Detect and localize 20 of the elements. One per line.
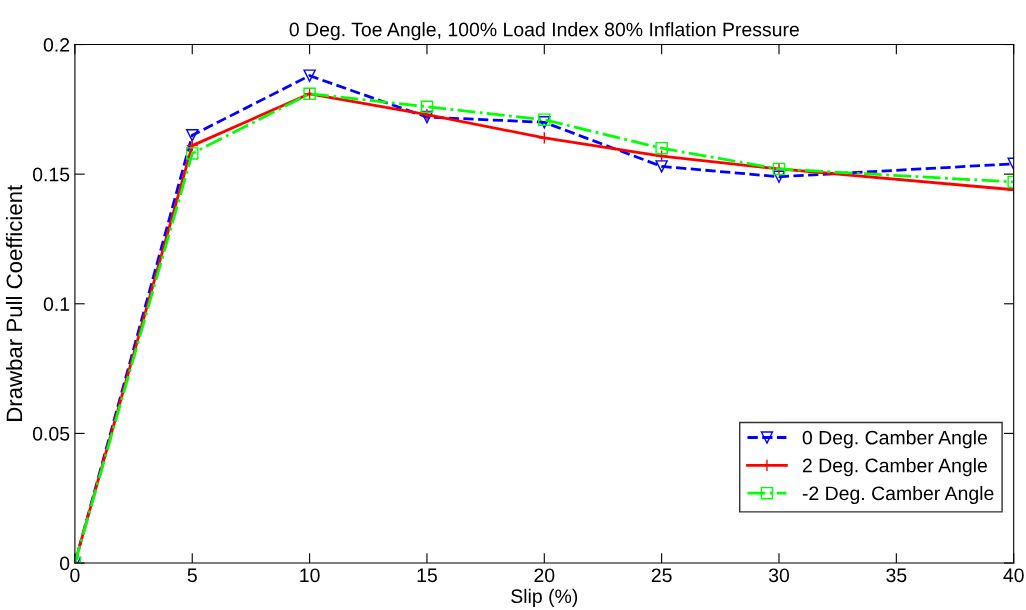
y-tick-label: 0.15 [32,167,70,182]
chart-title: 0 Deg. Toe Angle, 100% Load Index 80% Inflation Pressure [289,22,799,41]
y-tick-label: 0.2 [43,38,70,52]
x-tick-label: 30 [768,568,790,583]
x-tick-label: 20 [534,568,555,583]
x-tick-label: 5 [187,568,197,583]
x-tick-label: 15 [417,568,437,583]
x-tick-label: 25 [651,568,672,583]
x-tick-label: 0 [70,568,80,583]
y-tick-label: 0.1 [43,297,70,312]
y-tick-label: 0 [59,556,70,571]
x-axis-title: Slip (%) [511,588,578,607]
x-tick-label: 10 [300,568,320,583]
y-axis-title: Drawbar Pull Coefficient [5,184,23,421]
legend-label: 0 Deg. Camber Angle [802,430,987,449]
legend-label: 2 Deg. Camber Angle [802,458,987,477]
y-tick-label: 0.05 [32,426,70,441]
x-tick-label: 40 [1003,568,1024,583]
x-tick-label: 35 [886,568,907,583]
legend-label: -2 Deg. Camber Angle [802,485,994,505]
